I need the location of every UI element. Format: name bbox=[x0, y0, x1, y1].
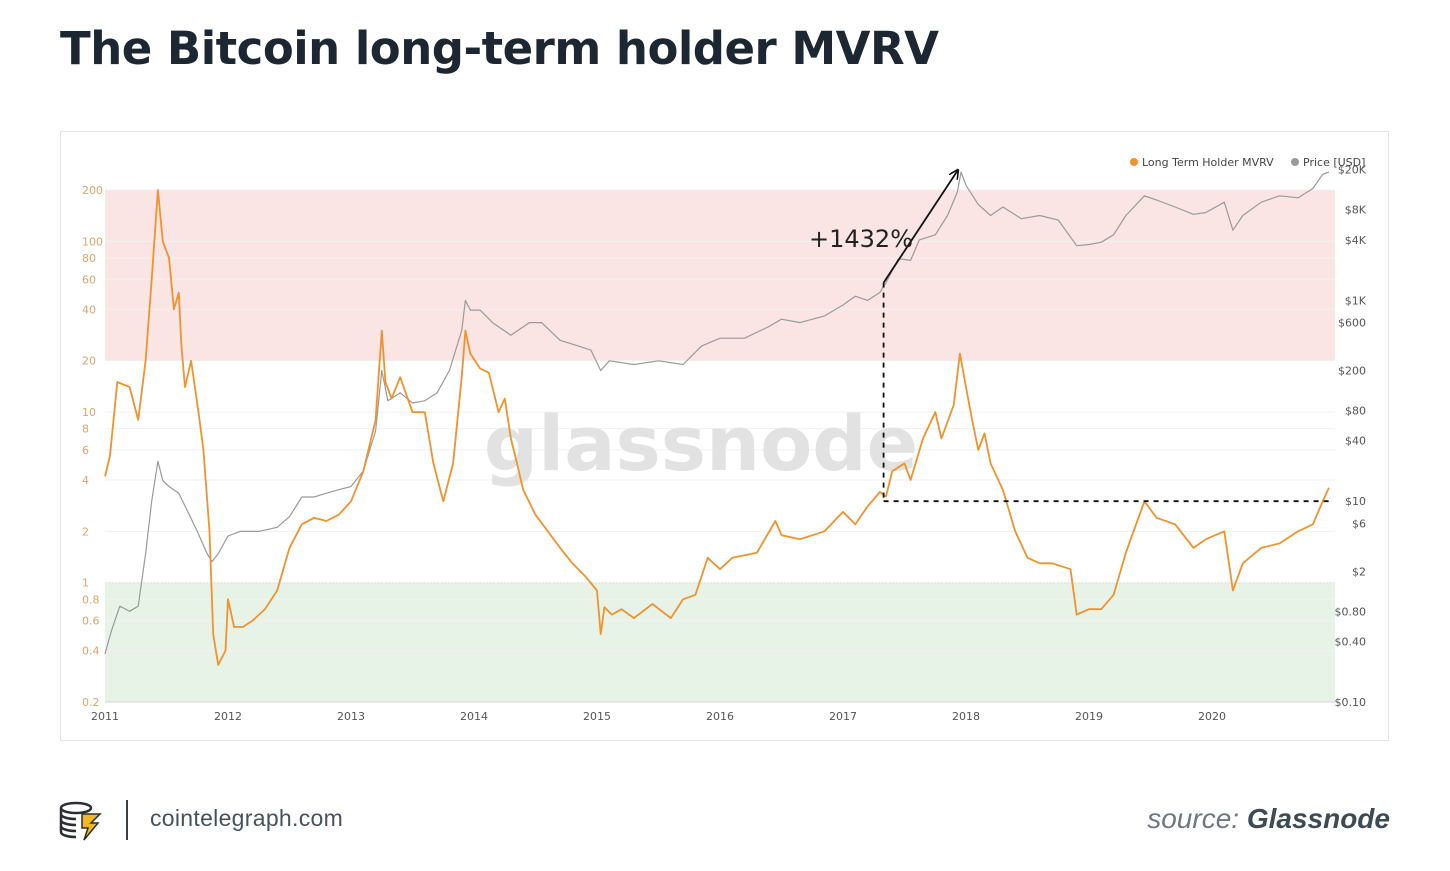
left-tick-label: 80 bbox=[82, 252, 96, 265]
right-tick-label: $20K bbox=[1338, 164, 1367, 177]
overbought-zone bbox=[105, 190, 1335, 361]
price-line bbox=[104, 171, 1330, 655]
growth-arrow bbox=[882, 171, 958, 284]
left-tick-label: 8 bbox=[82, 423, 89, 436]
footer-divider bbox=[126, 800, 128, 840]
x-tick-label: 2013 bbox=[337, 710, 365, 723]
right-tick-label: $0.40 bbox=[1335, 636, 1367, 649]
undervalued-zone bbox=[105, 582, 1335, 702]
chart-panel: glassnode +1432% 200 100 80 60 40 20 10 8 6 4 2 1 0.… bbox=[60, 131, 1389, 741]
mvrv-chart: glassnode +1432% 200 100 80 60 40 20 10 8 6 4 2 1 0.… bbox=[82, 156, 1367, 723]
right-tick-label: $4K bbox=[1345, 234, 1367, 247]
source-credit: source: Glassnode bbox=[1147, 803, 1390, 835]
right-tick-label: $200 bbox=[1338, 365, 1366, 378]
left-tick-label: 100 bbox=[82, 235, 103, 248]
right-tick-label: $1K bbox=[1345, 294, 1367, 307]
source-label: source: bbox=[1147, 803, 1240, 834]
left-tick-label: 40 bbox=[82, 303, 96, 316]
left-tick-label: 10 bbox=[82, 406, 96, 419]
right-tick-label: $2 bbox=[1352, 565, 1366, 578]
page-title: The Bitcoin long-term holder MVRV bbox=[60, 22, 939, 75]
cointelegraph-logo-icon bbox=[58, 800, 104, 847]
x-tick-label: 2018 bbox=[952, 710, 980, 723]
left-tick-label: 4 bbox=[82, 474, 89, 487]
right-tick-label: $40 bbox=[1345, 435, 1366, 448]
left-axis: 200 100 80 60 40 20 10 8 6 4 2 1 0.8 0.6 0.4 0.2 bbox=[82, 184, 103, 709]
x-tick-label: 2019 bbox=[1075, 710, 1103, 723]
left-tick-label: 1 bbox=[82, 577, 89, 590]
left-tick-label: 0.6 bbox=[82, 615, 100, 628]
x-tick-label: 2012 bbox=[214, 710, 242, 723]
zones bbox=[105, 190, 1335, 702]
watermark: glassnode bbox=[484, 399, 918, 488]
legend-mvrv-label: Long Term Holder MVRV bbox=[1142, 156, 1274, 169]
mvrv-line bbox=[104, 189, 1330, 666]
watermark-text: glassnode bbox=[484, 399, 918, 488]
legend-price-swatch bbox=[1291, 158, 1299, 166]
right-axis: $20K $8K $4K $1K $600 $200 $80 $40 $10 $6 $2 $0.80 $… bbox=[1335, 164, 1367, 709]
right-tick-label: $80 bbox=[1345, 405, 1366, 418]
left-tick-label: 0.8 bbox=[82, 593, 100, 606]
price-series bbox=[104, 171, 1330, 655]
x-tick-label: 2017 bbox=[829, 710, 857, 723]
x-tick-label: 2016 bbox=[706, 710, 734, 723]
right-tick-label: $0.10 bbox=[1335, 696, 1367, 709]
right-tick-label: $6 bbox=[1352, 517, 1366, 530]
legend-mvrv-swatch bbox=[1130, 158, 1138, 166]
growth-label: +1432% bbox=[809, 225, 913, 253]
right-tick-label: $600 bbox=[1338, 317, 1366, 330]
x-tick-label: 2015 bbox=[583, 710, 611, 723]
legend: Long Term Holder MVRV Price [USD] bbox=[1130, 156, 1365, 169]
site-link[interactable]: cointelegraph.com bbox=[150, 805, 344, 831]
x-tick-label: 2011 bbox=[91, 710, 119, 723]
left-tick-label: 200 bbox=[82, 184, 103, 197]
left-tick-label: 60 bbox=[82, 273, 96, 286]
legend-price-label: Price [USD] bbox=[1303, 156, 1365, 169]
x-tick-label: 2020 bbox=[1198, 710, 1226, 723]
x-axis: 2011 2012 2013 2014 2015 2016 2017 2018 2019 2020 bbox=[91, 710, 1226, 723]
left-tick-label: 0.2 bbox=[82, 696, 100, 709]
left-tick-label: 6 bbox=[82, 444, 89, 457]
x-tick-label: 2014 bbox=[460, 710, 488, 723]
right-tick-label: $8K bbox=[1345, 204, 1367, 217]
left-tick-label: 2 bbox=[82, 525, 89, 538]
gridlines bbox=[105, 189, 1335, 703]
source-name: Glassnode bbox=[1246, 803, 1390, 834]
right-tick-label: $10 bbox=[1345, 495, 1366, 508]
left-tick-label: 0.4 bbox=[82, 645, 100, 658]
left-tick-label: 20 bbox=[82, 355, 96, 368]
mvrv-series bbox=[104, 189, 1330, 666]
annotations: +1432% bbox=[809, 171, 1329, 503]
right-tick-label: $0.80 bbox=[1335, 605, 1367, 618]
